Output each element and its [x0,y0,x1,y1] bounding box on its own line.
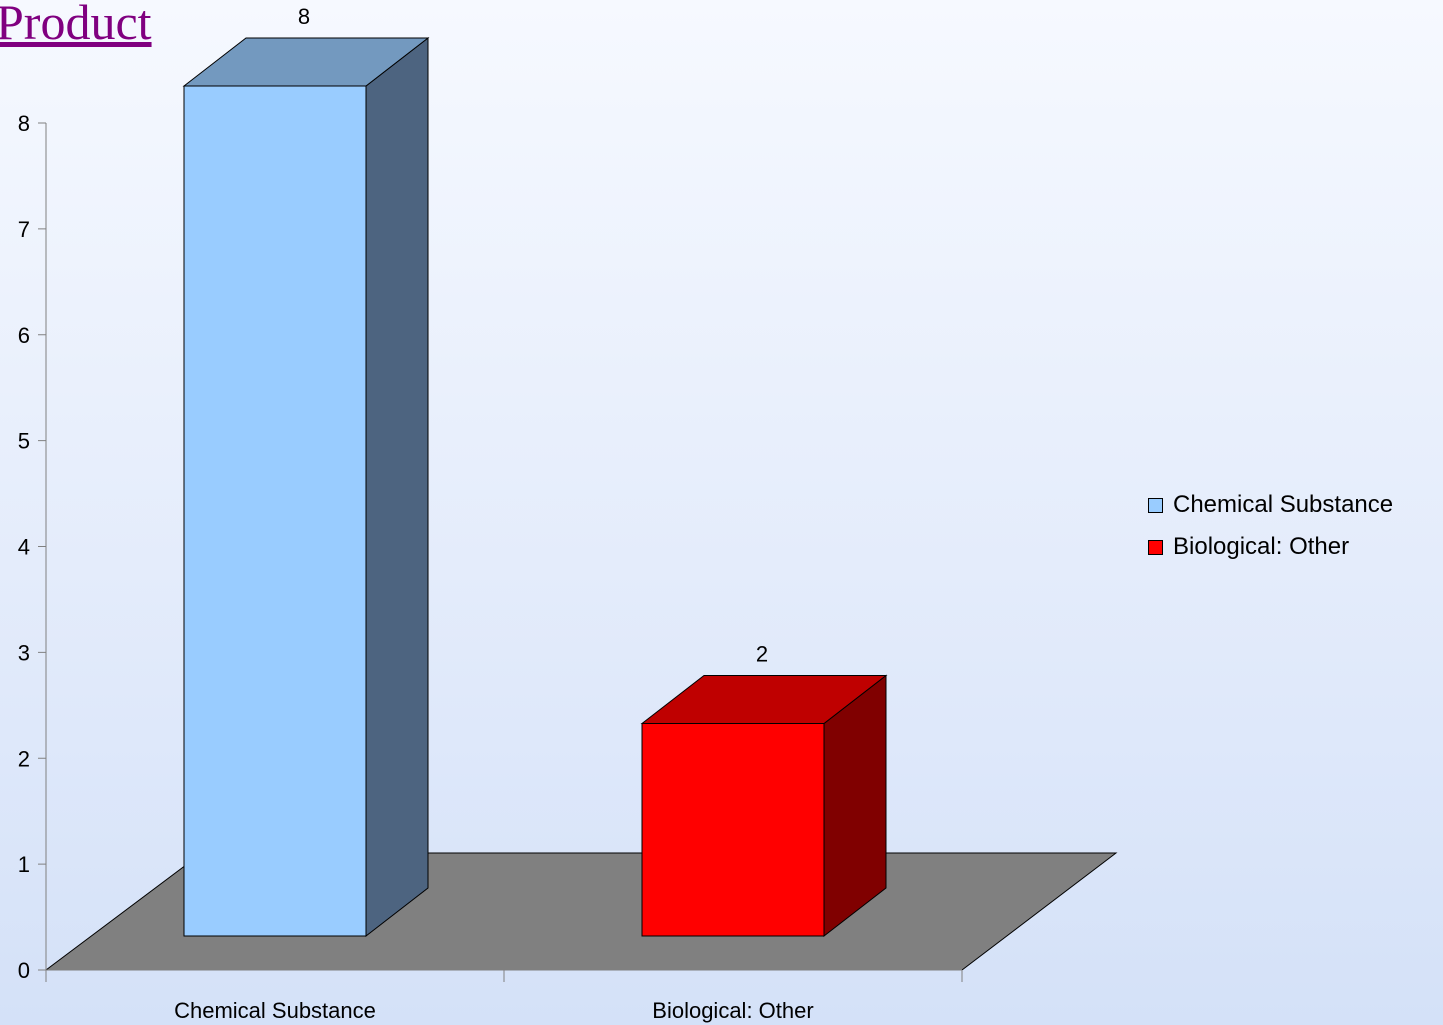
legend-label: Chemical Substance [1173,491,1394,518]
data-label: 8 [298,4,310,29]
x-tick-label: Biological: Other [652,998,813,1023]
x-tick-label: Chemical Substance [174,998,376,1023]
legend-swatch [1148,497,1163,513]
y-tick-label: 2 [18,746,30,771]
chart-axes: 0 1 2 3 4 5 6 7 8 Chemical Substance Biological: O… [18,111,963,1023]
y-tick-label: 4 [18,535,30,560]
y-tick-label: 0 [18,958,30,983]
bar [640,674,888,938]
y-tick-label: 5 [18,429,30,454]
legend-item-biological-other: Biological: Other [1148,526,1393,568]
legend-item-chemical-substance: Chemical Substance [1148,484,1393,526]
legend-swatch [1148,539,1163,555]
bar [182,36,430,938]
bars [182,36,888,938]
y-tick-label: 7 [18,217,30,242]
bar-side [365,36,429,938]
bar-front [183,85,367,937]
y-tick-label: 6 [18,323,30,348]
y-tick-label: 8 [18,111,30,136]
data-labels: 82 [298,4,768,667]
bar-front [641,723,825,937]
y-tick-label: 1 [18,852,30,877]
legend-label: Biological: Other [1173,533,1350,560]
title-link[interactable]: Product [0,0,152,50]
legend: Chemical Substance Biological: Other [1148,484,1393,568]
y-tick-label: 3 [18,640,30,665]
data-label: 2 [756,642,768,667]
